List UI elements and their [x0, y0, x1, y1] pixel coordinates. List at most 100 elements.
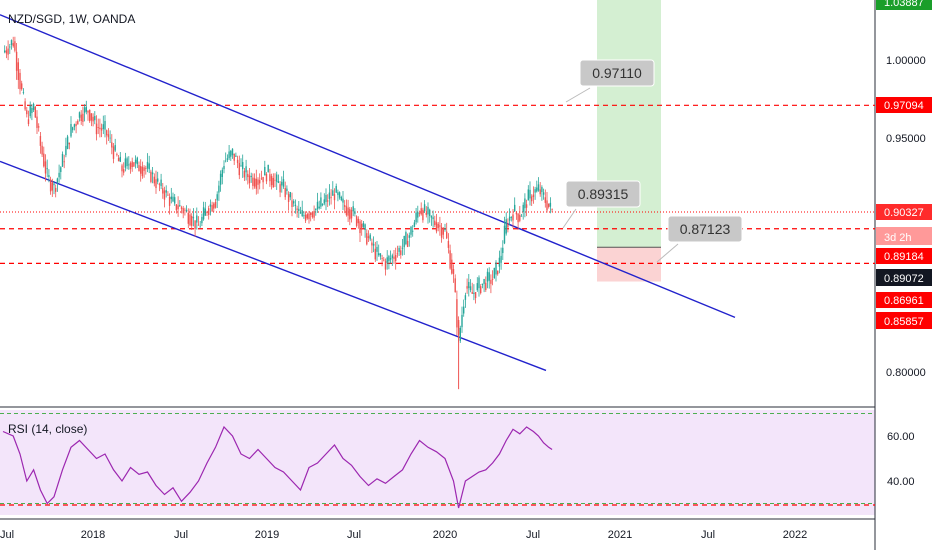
candle-body — [454, 278, 456, 293]
candle-body — [240, 165, 242, 167]
time-tick-label: Jul — [174, 529, 188, 541]
time-tick-label: 2021 — [608, 529, 632, 541]
candle-body — [138, 165, 140, 172]
candle-body — [362, 223, 365, 227]
candle-body — [38, 126, 40, 128]
candle-body — [26, 110, 28, 115]
candle-body — [525, 204, 528, 208]
candle-body — [498, 257, 501, 267]
candle-body — [434, 220, 436, 226]
candle-body — [194, 220, 196, 229]
candle-body — [191, 216, 193, 226]
candle-body — [335, 186, 337, 193]
candle-body — [204, 208, 206, 216]
price-label-cursor: 0.89072 — [884, 273, 924, 285]
price-tick-label: 1.00000 — [886, 55, 926, 67]
candle-body — [140, 166, 142, 174]
candle-body — [364, 224, 366, 231]
candle-body — [168, 196, 171, 206]
candle-body — [123, 169, 125, 173]
candle-body — [315, 208, 317, 211]
candle-body — [22, 92, 25, 94]
candle-body — [415, 212, 417, 223]
candle-body — [192, 217, 195, 219]
candle-body — [48, 175, 50, 177]
candle-body — [374, 248, 376, 260]
candle-body — [328, 192, 331, 199]
candle-body — [490, 279, 492, 284]
candle-body — [451, 259, 453, 274]
candle-body — [133, 162, 135, 167]
candle-body — [510, 216, 512, 218]
candle-body — [440, 226, 443, 238]
candle-body — [211, 205, 213, 212]
candle-body — [349, 208, 351, 220]
candle-body — [301, 209, 303, 216]
candle-body — [119, 156, 121, 162]
candle-body — [43, 153, 45, 167]
candle-body — [435, 222, 438, 232]
candle-body — [354, 211, 356, 214]
candle-body — [332, 190, 334, 196]
candle-body — [425, 212, 427, 215]
price-label-last-bg — [876, 204, 932, 220]
candle-body — [372, 243, 375, 246]
candle-body — [310, 212, 312, 215]
candle-body — [395, 255, 397, 261]
candle-body — [68, 142, 70, 145]
candle-body — [247, 173, 249, 178]
candle-body — [537, 184, 540, 191]
candle-body — [321, 203, 324, 206]
candle-body — [61, 153, 64, 167]
candle-body — [12, 43, 14, 47]
candle-body — [469, 286, 472, 291]
candle-body — [243, 170, 246, 178]
candle-body — [55, 187, 57, 192]
candle-body — [78, 112, 81, 118]
candle-body — [223, 165, 225, 170]
time-tick-label: Jul — [0, 529, 14, 541]
candle-body — [151, 172, 154, 175]
callout-label-1: 0.89315 — [578, 186, 629, 202]
callout-box-0 — [579, 59, 655, 87]
candle-body — [235, 155, 237, 157]
candle-body — [248, 175, 251, 184]
rsi-title: RSI (14, close) — [8, 422, 88, 436]
price-label-level-bg — [876, 97, 932, 113]
candle-body — [449, 250, 451, 269]
candle-body — [221, 169, 223, 177]
candle-body — [304, 214, 307, 221]
candle-body — [461, 314, 463, 328]
candle-body — [383, 259, 385, 261]
candle-body — [82, 113, 84, 122]
candle-body — [126, 158, 128, 167]
price-label-target: 1.03887 — [884, 0, 924, 9]
price-label-countdown-bg — [876, 227, 932, 245]
candle-body — [170, 196, 172, 200]
candle-body — [124, 158, 127, 168]
candle-body — [316, 201, 319, 210]
candle-body — [418, 212, 421, 214]
candle-body — [548, 203, 550, 207]
candle-body — [10, 40, 13, 45]
candle-body — [311, 211, 314, 218]
candle-body — [226, 158, 229, 160]
candle-body — [318, 206, 320, 209]
candle-body — [323, 199, 325, 204]
time-tick-label: 2018 — [81, 529, 105, 541]
candle-body — [14, 41, 16, 51]
candle-body — [333, 194, 336, 201]
candle-body — [219, 173, 222, 185]
candle-body — [175, 204, 178, 211]
candle-body — [401, 247, 404, 249]
candle-body — [77, 120, 79, 125]
candle-body — [143, 167, 145, 171]
candle-body — [420, 208, 422, 215]
channel-lower-line — [0, 160, 547, 372]
candle-body — [65, 145, 67, 156]
candle-body — [293, 201, 295, 204]
candle-body — [231, 148, 234, 156]
candle-body — [208, 208, 210, 215]
